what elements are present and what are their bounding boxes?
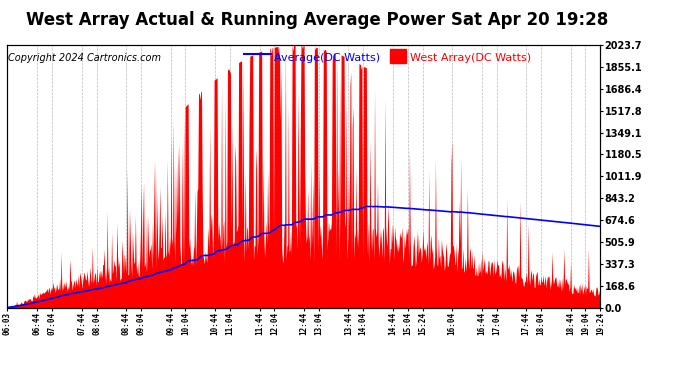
Text: West Array Actual & Running Average Power Sat Apr 20 19:28: West Array Actual & Running Average Powe… xyxy=(26,11,609,29)
Bar xyxy=(390,49,406,63)
Text: Average(DC Watts): Average(DC Watts) xyxy=(274,53,380,63)
Text: West Array(DC Watts): West Array(DC Watts) xyxy=(411,53,531,63)
Text: Copyright 2024 Cartronics.com: Copyright 2024 Cartronics.com xyxy=(8,53,161,63)
